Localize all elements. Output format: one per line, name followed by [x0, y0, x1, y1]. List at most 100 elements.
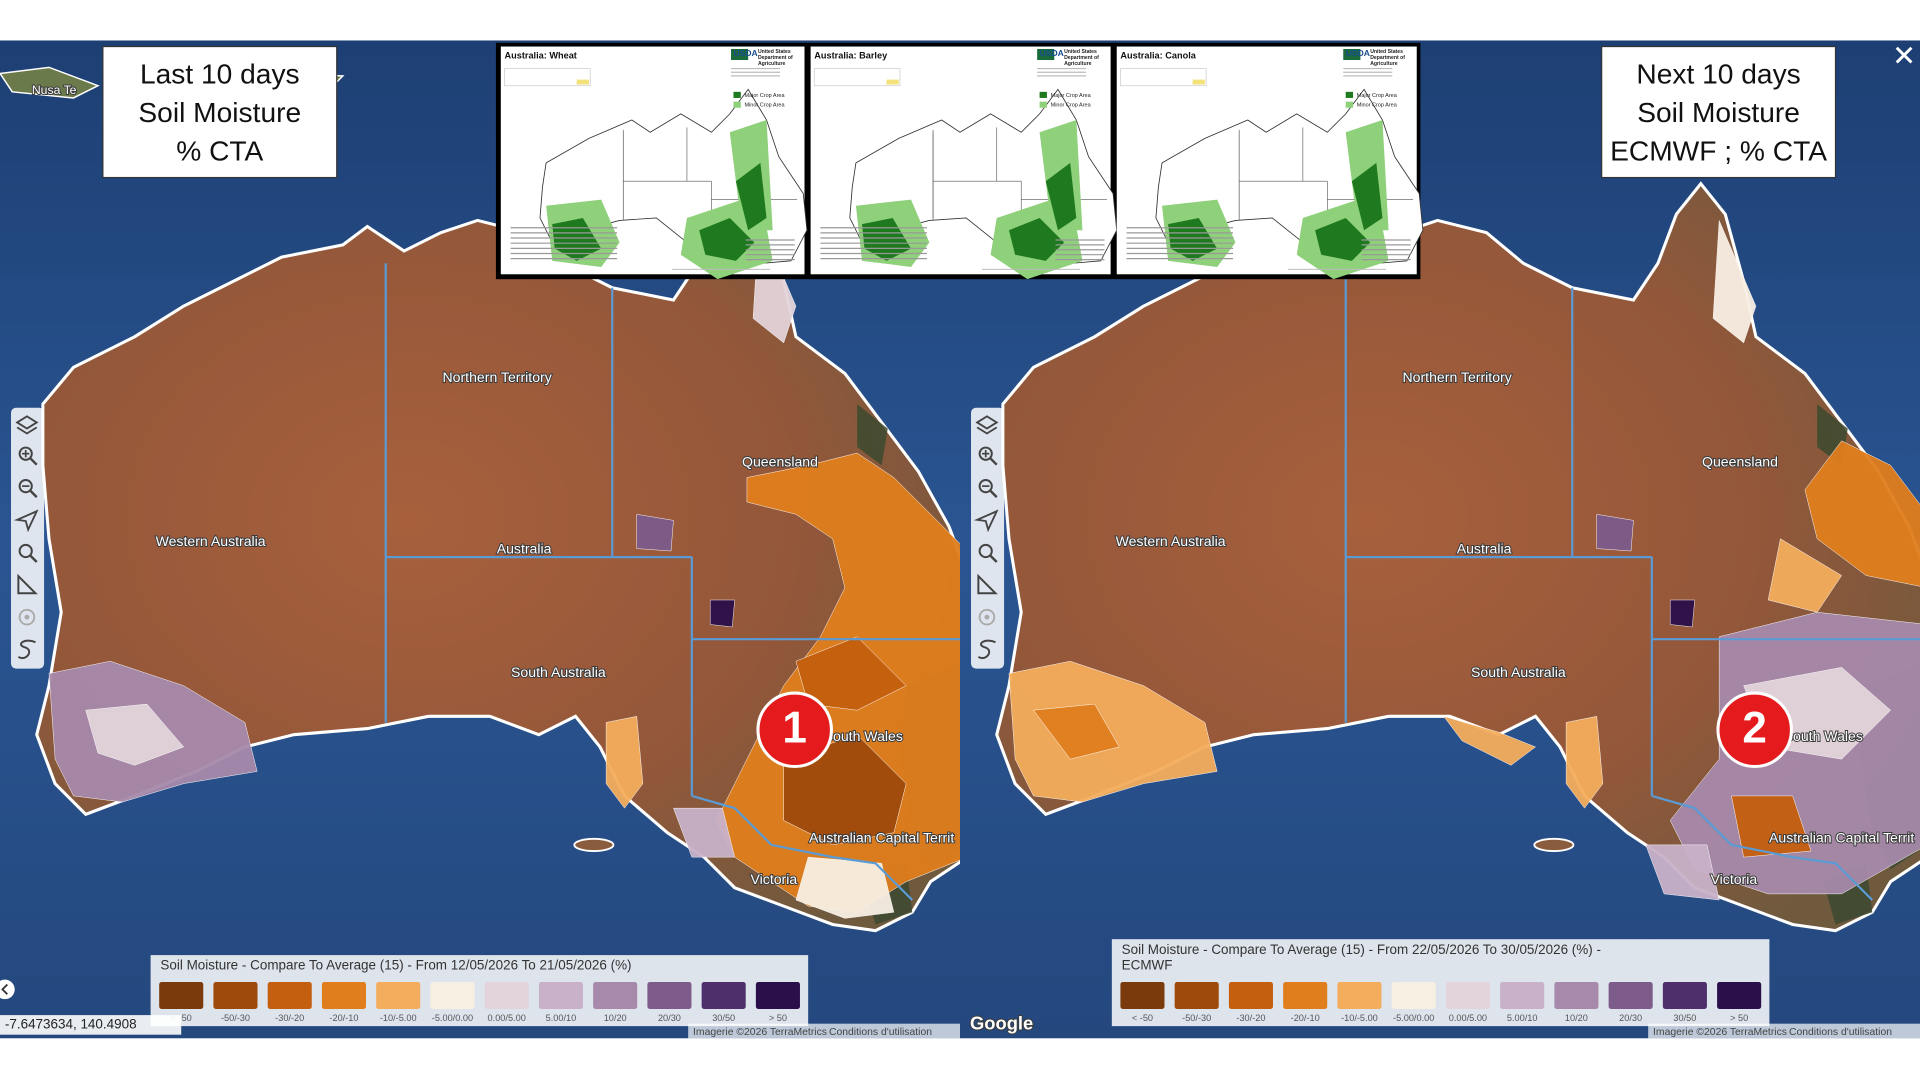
major-crop-area [1008, 217, 1065, 261]
imagery-credit: Imagerie ©2026 TerraMetrics [1653, 1027, 1787, 1038]
legend-bg [1111, 939, 1770, 1027]
layers-button[interactable] [975, 415, 999, 435]
legend-class-label: > 50 [1730, 1013, 1748, 1023]
region-label: Victoria [1711, 871, 1758, 887]
moisture-area [605, 716, 644, 809]
moisture-area [1033, 703, 1120, 760]
terms-link[interactable]: Conditions d'utilisation [829, 1027, 932, 1038]
period-label-box [1601, 45, 1837, 179]
crop-legend-swatch [733, 91, 741, 98]
legend-swatch [755, 982, 800, 1009]
icon [24, 614, 30, 620]
region-label: Queensland [742, 454, 818, 470]
locate-button[interactable] [973, 509, 999, 533]
major-crop-area [699, 217, 755, 261]
inset-selector [813, 68, 901, 87]
marker-number: 1 [782, 704, 807, 753]
period-label-line: ECMWF ; % CTA [1610, 135, 1827, 166]
inset-map [539, 88, 808, 280]
collapse-icon [1, 983, 8, 995]
zoom-in-button[interactable] [978, 446, 998, 466]
measure-button[interactable] [977, 573, 998, 595]
legend-swatch [1283, 982, 1328, 1009]
crop-legend-label: Major Crop Area [1051, 93, 1092, 99]
inset-borders [932, 127, 1107, 243]
search-button[interactable] [978, 543, 998, 563]
legend-class-label: 0.00/5.00 [1449, 1013, 1487, 1023]
legend-swatch [1391, 982, 1436, 1009]
region-label: Western Australia [1116, 533, 1226, 549]
locate-button[interactable] [13, 509, 39, 533]
usda-mark [731, 48, 749, 61]
target-button[interactable] [978, 608, 996, 626]
region-label: Australian Capital Territ [809, 829, 954, 845]
icon [18, 543, 33, 559]
crop-legend-swatch [1039, 91, 1047, 98]
close-button[interactable] [1895, 46, 1913, 64]
legend-class-label: -30/-20 [1236, 1013, 1265, 1023]
legend-swatch [1500, 982, 1545, 1009]
region-label: Australian Capital Territ [1769, 829, 1914, 845]
legend-class-label: 5.00/10 [1507, 1013, 1538, 1023]
marker-circle [1716, 691, 1793, 769]
target-button[interactable] [18, 608, 36, 626]
island [1533, 837, 1575, 852]
map-toolbar [11, 407, 45, 669]
legend-class-label: -50/-30 [221, 1013, 250, 1023]
icon [13, 509, 39, 533]
crop-legend-label: Minor Crop Area [1357, 103, 1398, 109]
legend-swatch [1174, 982, 1219, 1009]
marker-number: 2 [1742, 704, 1767, 753]
google-logo: Google [970, 1013, 1033, 1034]
legend-title: ECMWF [1122, 958, 1173, 973]
attribution-bg [1648, 1023, 1920, 1039]
legend: Soil Moisture - Compare To Average (15) … [1111, 939, 1770, 1027]
moisture-area [1008, 660, 1218, 803]
layers-button[interactable] [15, 415, 39, 435]
inset-map [1155, 88, 1424, 280]
inset-title: Australia: Canola [1120, 51, 1196, 61]
legend-swatch [538, 982, 583, 1009]
draw-button[interactable] [977, 639, 996, 660]
scaled-root: Northern Territory Queensland Western Aust… [0, 40, 1920, 1039]
search-button[interactable] [18, 543, 38, 563]
toolbar-bg [971, 407, 1005, 669]
icon [977, 639, 996, 660]
period-label-line: Soil Moisture [1637, 97, 1800, 128]
legend-bg [150, 955, 809, 1027]
legend-swatch [376, 982, 421, 1009]
moisture-area [1731, 795, 1812, 858]
legend-swatch [430, 982, 475, 1009]
major-crop-area [1168, 217, 1218, 261]
region-label: Australia [1457, 541, 1512, 557]
legend-swatch [1337, 982, 1382, 1009]
legend-class-label: 10/20 [1565, 1013, 1588, 1023]
collapse-button[interactable] [0, 979, 15, 1000]
period-label-box [102, 45, 338, 179]
usda-logo: USDA [1346, 48, 1370, 58]
legend-class-label: 5.00/10 [546, 1013, 577, 1023]
measure-button[interactable] [17, 573, 38, 595]
icon [29, 490, 38, 499]
terms-link[interactable]: Conditions d'utilisation [1789, 1027, 1892, 1038]
legend-swatch [1717, 982, 1762, 1009]
moisture-area [1669, 599, 1695, 628]
zoom-out-button[interactable] [978, 479, 998, 499]
period-label-line: % CTA [176, 135, 263, 166]
region-label: Western Australia [156, 533, 266, 549]
legend-class-label: 30/50 [712, 1013, 735, 1023]
coordinates-bg [0, 1015, 182, 1035]
attribution-bg [688, 1023, 961, 1039]
crop-legend-swatch [1345, 91, 1354, 98]
crop-inset: Australia: Barley USDA United StatesDepart… [810, 46, 1118, 280]
moisture-area [1565, 716, 1604, 809]
draw-button[interactable] [17, 639, 36, 660]
zoom-in-button[interactable] [18, 446, 38, 466]
moisture-area [85, 703, 185, 766]
legend-swatch [267, 982, 312, 1009]
crop-legend-swatch [1345, 101, 1354, 108]
icon [17, 573, 38, 595]
zoom-out-button[interactable] [18, 479, 38, 499]
region-label: Australia [497, 541, 552, 557]
region-label: South Australia [511, 664, 606, 680]
